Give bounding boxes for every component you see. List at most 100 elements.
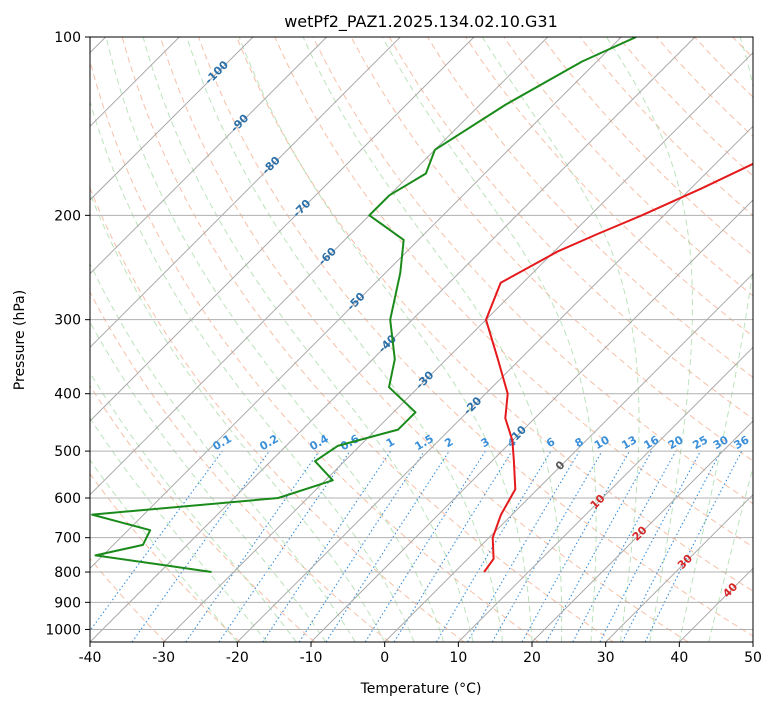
dry-adiabat [350, 37, 753, 462]
isotherm-line [457, 346, 753, 642]
mixing-ratio-line [393, 450, 513, 642]
y-tick-label: 1000 [45, 622, 81, 638]
mixing-ratio-label: 20 [666, 433, 686, 452]
dry-adiabat [465, 37, 753, 338]
mixing-ratio-label: 16 [641, 433, 661, 452]
x-tick-label: 40 [670, 650, 688, 666]
dry-adiabat [90, 59, 540, 642]
mixing-ratio-line [218, 450, 351, 642]
isotherm-line [384, 272, 753, 642]
mixing-ratio-label: 13 [619, 433, 639, 452]
mixing-ratio-label: 25 [690, 433, 710, 452]
dry-adiabat [656, 37, 753, 138]
moist-adiabat [606, 37, 693, 642]
moist-adiabat [238, 37, 533, 642]
dry-adiabat [90, 472, 241, 642]
isotherm-line [310, 199, 753, 642]
dry-adiabat [274, 37, 753, 548]
dry-adiabat [159, 37, 689, 642]
y-tick-label: 600 [54, 491, 81, 507]
mixing-ratio-line [90, 450, 223, 632]
y-tick-label: 500 [54, 444, 81, 460]
y-tick-label: 100 [54, 30, 81, 46]
y-tick-label: 800 [54, 565, 81, 581]
dry-adiabat [732, 37, 753, 59]
x-tick-label: 50 [744, 650, 762, 666]
y-tick-label: 200 [54, 208, 81, 224]
x-tick-label: -30 [152, 650, 175, 666]
dry-adiabat [771, 37, 775, 642]
mixing-ratio-line [572, 450, 677, 642]
moist-adiabat [708, 465, 753, 642]
x-tick-label: 10 [449, 650, 467, 666]
mixing-ratio-line [262, 450, 392, 642]
isotherm-line [163, 51, 753, 642]
moist-adiabat [142, 37, 474, 642]
x-tick-label: -10 [300, 650, 323, 666]
mixing-ratio-line [644, 450, 743, 642]
x-tick-label: -40 [79, 650, 102, 666]
mixing-ratio-line [545, 450, 653, 642]
mixing-ratio-line [599, 450, 701, 642]
mixing-ratio-label: 1.5 [413, 432, 436, 453]
moist-adiabat [105, 37, 445, 642]
mixing-ratio-line [364, 450, 486, 642]
temperature-profile [483, 162, 753, 573]
dry-adiabat [90, 291, 390, 642]
x-tick-label: 30 [597, 650, 615, 666]
background-lines [90, 37, 775, 642]
mixing-ratio-line [325, 450, 450, 642]
isotherm-line [90, 37, 254, 201]
mixing-ratio-label: 30 [711, 433, 731, 452]
dry-adiabat [236, 37, 753, 592]
dry-adiabat [426, 37, 753, 378]
isotherm-line [90, 37, 401, 349]
mixing-ratio-line [185, 450, 320, 642]
dry-adiabat [90, 186, 465, 642]
profiles [91, 37, 753, 573]
moist-adiabat [90, 321, 327, 642]
mixing-ratio-line [131, 450, 270, 642]
dry-adiabat [541, 37, 753, 257]
isotherm-line [531, 420, 753, 642]
mixing-ratio-label: 2 [442, 435, 455, 450]
mixing-ratio-line [521, 450, 630, 642]
isotherm-line [236, 125, 753, 642]
x-axis: -40 -30 -20 -10 0 10 20 30 40 50 [79, 642, 762, 666]
x-tick-label: 0 [380, 650, 389, 666]
chart-title: wetPf2_PAZ1.2025.134.02.10.G31 [284, 12, 558, 32]
moist-adiabat [90, 371, 297, 642]
mixing-ratio-label: 0.4 [307, 432, 331, 453]
dewpoint-profile [91, 37, 637, 573]
mixing-ratio-label: 3 [479, 435, 492, 450]
isotherm-line [605, 493, 753, 642]
moist-adiabat [90, 417, 268, 642]
y-tick-label: 900 [54, 595, 81, 611]
dry-adiabat [90, 384, 316, 642]
dry-adiabat [503, 37, 753, 297]
moist-adiabat [678, 37, 753, 642]
isotherm-line [752, 641, 753, 642]
isotherm-line [90, 37, 622, 570]
isotherm-line [90, 37, 475, 422]
moist-adiabat [302, 37, 563, 642]
plot-frame [89, 36, 754, 643]
mixing-ratio-label: 0.2 [257, 432, 280, 453]
x-tick-label: 20 [523, 650, 541, 666]
mixing-ratio-line [298, 450, 425, 642]
y-axis-label: Pressure (hPa) [12, 290, 28, 390]
dry-adiabat [121, 37, 614, 642]
isotherm-line [678, 567, 753, 642]
moist-adiabat [186, 37, 503, 642]
isotherm-line [90, 37, 549, 496]
y-tick-label: 300 [54, 313, 81, 329]
dry-adiabat [694, 37, 753, 98]
y-axis: 100 200 300 400 500 600 700 800 900 1000 [45, 30, 90, 638]
moist-adiabat [90, 262, 356, 642]
dry-adiabat [388, 37, 753, 420]
dry-adiabat [312, 37, 753, 505]
mixing-ratio-label: 36 [732, 433, 752, 452]
mixing-ratio-label: 10 [592, 433, 612, 452]
mixing-ratio-label: 0.1 [210, 432, 233, 453]
